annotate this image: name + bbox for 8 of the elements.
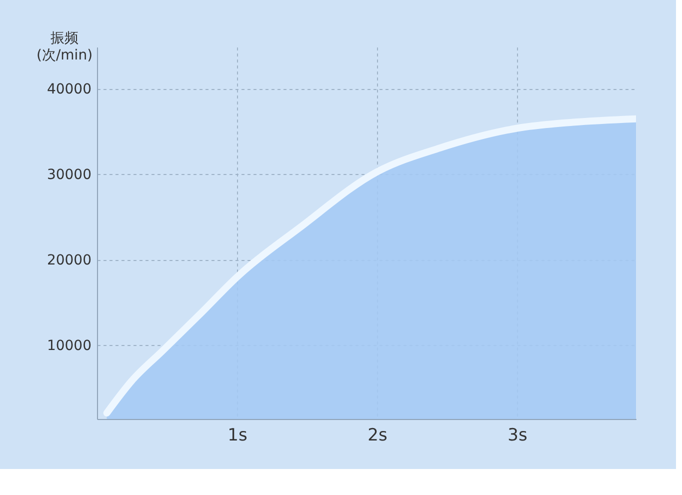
y-tick-label: 30000	[46, 166, 92, 183]
y-tick-label: 40000	[46, 81, 92, 98]
x-tick-label: 3s	[508, 426, 528, 446]
x-tick-label: 2s	[368, 426, 388, 446]
x-tick-label: 1s	[228, 426, 248, 446]
y-tick-label: 10000	[46, 338, 92, 354]
y-axis-title: 振频 (次/min)	[36, 30, 93, 64]
y-tick-label: 20000	[46, 252, 92, 268]
